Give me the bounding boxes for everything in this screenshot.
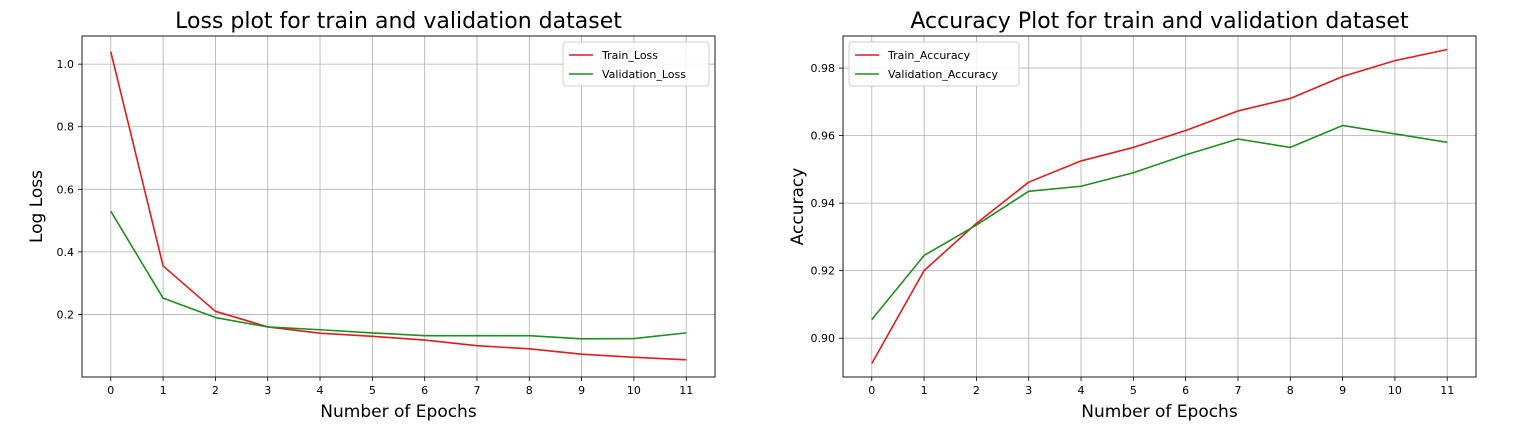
- plot-frame: [81, 35, 716, 378]
- x-tick-label: 2: [212, 384, 219, 397]
- chart-title: Loss plot for train and validation datas…: [175, 9, 622, 34]
- legend: Train_Accuracy Validation_Accuracy: [848, 41, 1020, 87]
- y-tick-label: 0.98: [811, 62, 836, 75]
- x-axis-label: Number of Epochs: [1081, 402, 1238, 422]
- legend: Train_Loss Validation_Loss: [562, 41, 710, 87]
- x-tick-label: 3: [264, 384, 271, 397]
- x-tick-label: 6: [421, 384, 428, 397]
- legend-box: [848, 41, 1020, 87]
- y-tick-label: 0.94: [811, 197, 836, 210]
- series-line-validation-accuracy: [871, 124, 1448, 321]
- y-tick-label: 0.96: [811, 130, 836, 143]
- legend-box: [562, 41, 710, 87]
- x-tick-label: 0: [107, 384, 114, 397]
- y-tick-label: 1.0: [57, 58, 75, 71]
- y-tick-label: 0.6: [57, 183, 75, 196]
- y-axis-label: Accuracy: [788, 168, 808, 246]
- x-tick-label: 10: [1388, 384, 1402, 397]
- x-tick-label: 7: [1234, 384, 1241, 397]
- x-tick-label: 1: [921, 384, 928, 397]
- y-tick-label: 0.92: [811, 265, 836, 278]
- x-tick-label: 5: [1130, 384, 1137, 397]
- x-tick-label: 2: [973, 384, 980, 397]
- y-tick-label: 0.4: [57, 246, 75, 259]
- x-tick-label: 7: [473, 384, 480, 397]
- chart-loss: 0 1 2 3 4 5 6 7 8 9 10 11 0.2 0.4 0.6 0.8 1.0 Loss plot f…: [27, 9, 716, 422]
- x-tick-label: 11: [679, 384, 693, 397]
- y-axis-label: Log Loss: [27, 170, 47, 243]
- x-tick-label: 10: [627, 384, 641, 397]
- legend-label: Train_Loss: [601, 49, 658, 62]
- x-tick-label: 1: [160, 384, 167, 397]
- y-tick-label: 0.90: [811, 332, 836, 345]
- plot-frame: [842, 35, 1477, 378]
- x-tick-label: 4: [1078, 384, 1085, 397]
- x-tick-label: 9: [578, 384, 585, 397]
- x-tick-label: 8: [1287, 384, 1294, 397]
- x-tick-label: 0: [868, 384, 875, 397]
- chart-title: Accuracy Plot for train and validation d…: [910, 9, 1409, 34]
- legend-label: Validation_Accuracy: [888, 68, 999, 81]
- y-tick-label: 0.8: [57, 121, 75, 134]
- x-tick-label: 4: [317, 384, 324, 397]
- x-tick-label: 5: [369, 384, 376, 397]
- legend-label: Validation_Loss: [602, 68, 686, 81]
- x-tick-label: 6: [1182, 384, 1189, 397]
- x-axis-label: Number of Epochs: [320, 402, 477, 422]
- x-tick-label: 3: [1025, 384, 1032, 397]
- x-tick-label: 9: [1339, 384, 1346, 397]
- series-line-train-loss: [109, 51, 687, 361]
- x-tick-label: 11: [1440, 384, 1454, 397]
- x-tick-label: 8: [526, 384, 533, 397]
- y-tick-label: 0.2: [57, 308, 75, 321]
- chart-accuracy: 0 1 2 3 4 5 6 7 8 9 10 11 0.90 0.92 0.94 0.96 0.98 Accura…: [788, 9, 1477, 422]
- legend-label: Train_Accuracy: [887, 49, 971, 62]
- series-line-train-accuracy: [871, 48, 1448, 364]
- series-line-validation-loss: [110, 210, 687, 340]
